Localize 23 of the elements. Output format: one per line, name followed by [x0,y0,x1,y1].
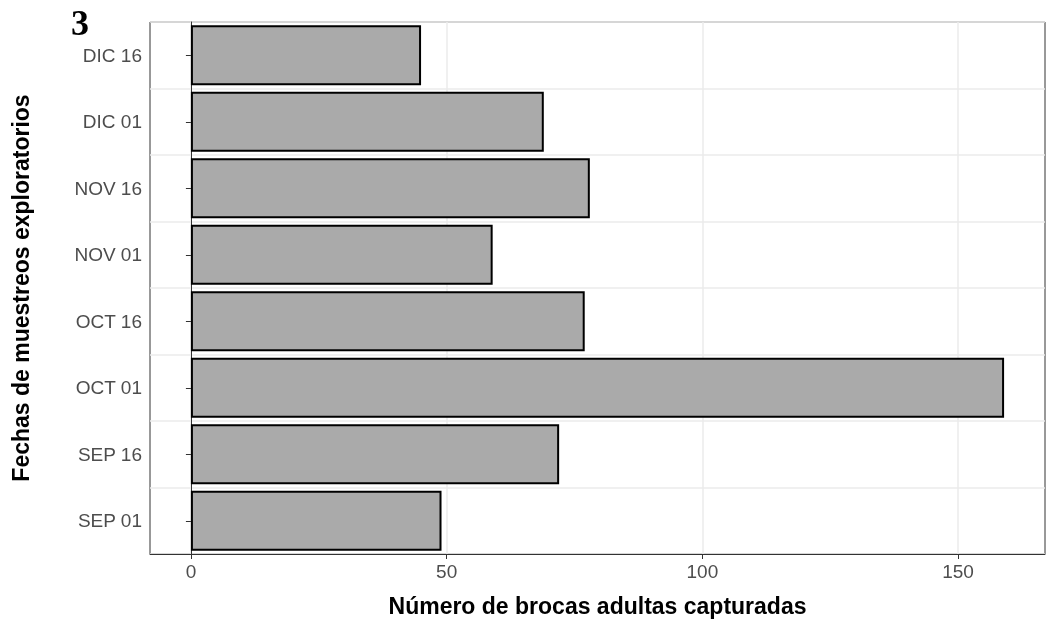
y-axis-title: Fechas de muestreos exploratorios [7,94,34,482]
y-tick-label: OCT 01 [75,377,142,399]
bar [190,25,422,86]
y-tick-label: SEP 16 [77,443,142,465]
y-tick-label: NOV 16 [74,177,142,199]
bar [190,490,442,551]
y-tick-label: SEP 01 [77,510,142,532]
bar [190,91,544,152]
x-axis-title: Número de brocas adultas capturadas [388,592,807,619]
bar [190,291,585,352]
bar [190,158,590,219]
bar [190,357,1005,418]
y-tick-label: DIC 16 [82,44,142,66]
x-tick-label: 50 [436,561,458,582]
bar [190,424,560,485]
y-tick-label: DIC 01 [82,111,142,133]
y-tick-label: OCT 16 [75,310,142,332]
x-tick-label: 150 [942,561,974,582]
x-tick-label: 0 [185,561,197,582]
y-tick-label: NOV 01 [74,244,142,266]
bar [190,224,493,285]
chart-title: 3 [71,3,89,43]
x-tick-label: 100 [686,561,719,582]
